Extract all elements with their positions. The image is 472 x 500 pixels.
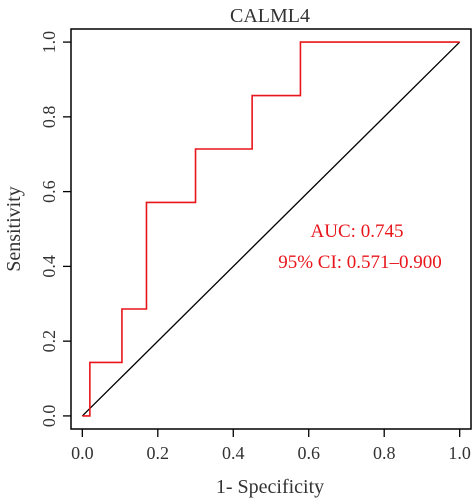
x-axis-label: 1- Specificity	[216, 476, 324, 498]
y-tick-label: 0.4	[39, 255, 59, 278]
x-tick-label: 0.2	[147, 443, 170, 463]
y-tick-label: 0.2	[39, 330, 59, 353]
ci-annotation: 95% CI: 0.571–0.900	[278, 252, 442, 273]
reference-diagonal-line	[81, 41, 461, 417]
y-axis-ticks: 0.0 0.2 0.4 0.6 0.8 1.0	[39, 31, 71, 427]
x-tick-label: 0.0	[71, 443, 94, 463]
y-tick-label: 0.0	[39, 405, 59, 428]
plot-frame	[70, 28, 472, 430]
x-tick-label: 0.6	[297, 443, 320, 463]
roc-curve	[82, 41, 460, 417]
y-axis-label: Sensitivity	[3, 186, 25, 272]
x-tick-label: 1.0	[448, 443, 471, 463]
x-tick-label: 0.4	[222, 443, 245, 463]
x-tick-label: 0.8	[373, 443, 396, 463]
x-axis-ticks: 0.0 0.2 0.4 0.6 0.8 1.0	[71, 429, 471, 463]
y-tick-label: 0.8	[39, 106, 59, 129]
y-tick-label: 1.0	[39, 31, 59, 54]
y-tick-label: 0.6	[39, 180, 59, 203]
auc-annotation: AUC: 0.745	[311, 221, 404, 242]
chart-title: CALML4	[230, 5, 310, 27]
